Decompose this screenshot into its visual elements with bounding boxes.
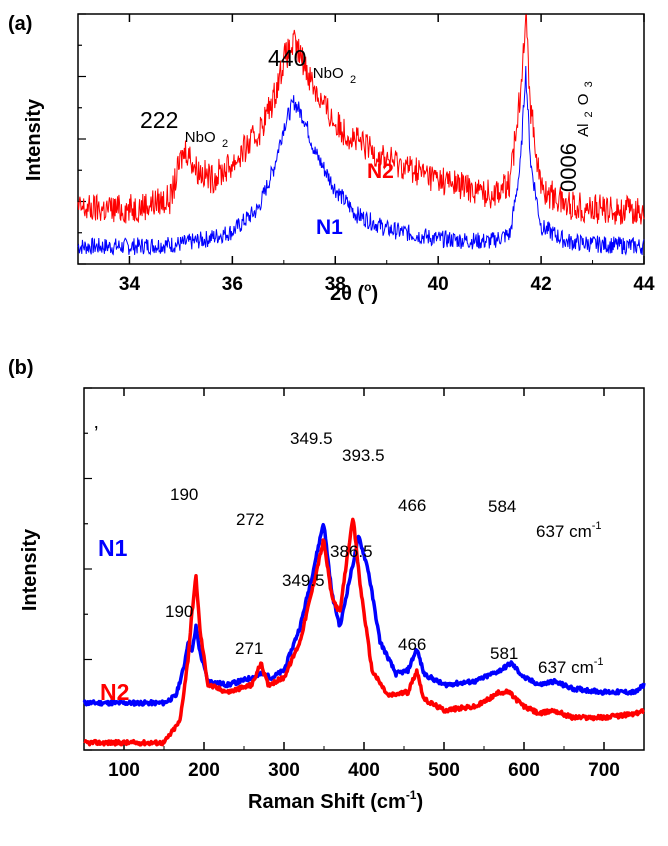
panel-b-ytick-marks — [84, 387, 92, 751]
annotation-n1-584: 584 — [488, 497, 516, 516]
annotation-n1-349: 349.5 — [290, 429, 333, 448]
panel-a-label: (a) — [8, 13, 32, 35]
panel-b-ylabel: Intensity — [19, 528, 41, 611]
x-tick-label: 34 — [119, 274, 141, 295]
x-tick-label: 200 — [188, 760, 220, 781]
legend-n2: N2 — [367, 160, 394, 183]
x-tick-label: 500 — [428, 760, 460, 781]
x-tick-label: 40 — [428, 274, 449, 295]
annotation-n1-190: 190 — [170, 485, 198, 504]
panel-a-ticks: 34 36 38 40 42 44 — [77, 14, 655, 295]
panel-a: (a) 34 36 38 40 42 44 222 NbO 2 440 NbO 2 000… — [8, 13, 655, 305]
x-tick-label: 400 — [348, 760, 380, 781]
annotation-n2-581: 581 — [490, 644, 518, 663]
x-tick-label: 36 — [222, 274, 243, 295]
panel-b-ticks: 100 200 300 400 500 600 700 — [83, 388, 645, 781]
annotation-n2-386: 386.5 — [330, 542, 373, 561]
annotation-0006: 0006 Al 2 O 3 — [556, 81, 597, 192]
annotation-n2-466: 466 — [398, 635, 426, 654]
x-tick-label: 600 — [508, 760, 540, 781]
panel-a-xlabel: 2θ (o) — [330, 280, 378, 305]
panel-a-ylabel: Intensity — [23, 98, 45, 181]
legend-n2: N2 — [100, 679, 129, 705]
panel-b-label: (b) — [8, 357, 34, 379]
legend-n1: N1 — [98, 535, 128, 561]
annotation-n1-393: 393.5 — [342, 446, 385, 465]
annotation-n2-637: 637 cm-1 — [538, 656, 604, 677]
series-n2-line — [83, 517, 645, 747]
x-tick-label: 42 — [531, 274, 552, 295]
legend-n1: N1 — [316, 216, 343, 239]
panel-b-frame — [83, 387, 645, 751]
annotation-222: 222 NbO 2 — [140, 107, 228, 150]
stray-mark: ’ — [94, 423, 98, 445]
annotation-n2-190: 190 — [165, 602, 193, 621]
annotation-n1-637: 637 cm-1 — [536, 520, 602, 541]
annotation-n1-272: 272 — [236, 510, 264, 529]
annotation-440: 440 NbO 2 — [268, 45, 356, 86]
series-n1-line — [77, 65, 645, 256]
panel-b: (b) 100 200 300 400 500 600 700 ’ 190 272 349.… — [8, 357, 646, 813]
x-tick-label: 700 — [588, 760, 620, 781]
x-tick-label: 44 — [633, 274, 655, 295]
panel-a-ytick-marks — [78, 13, 86, 265]
series-n2-line — [77, 14, 645, 225]
x-tick-label: 300 — [268, 760, 300, 781]
x-tick-label: 38 — [325, 274, 346, 295]
annotation-n2-271: 271 — [235, 639, 263, 658]
annotation-n2-349: 349.5 — [282, 571, 325, 590]
annotation-n1-466: 466 — [398, 496, 426, 515]
series-n1-line — [82, 522, 646, 707]
x-tick-label: 100 — [108, 760, 140, 781]
panel-b-xlabel: Raman Shift (cm-1) — [248, 788, 423, 813]
